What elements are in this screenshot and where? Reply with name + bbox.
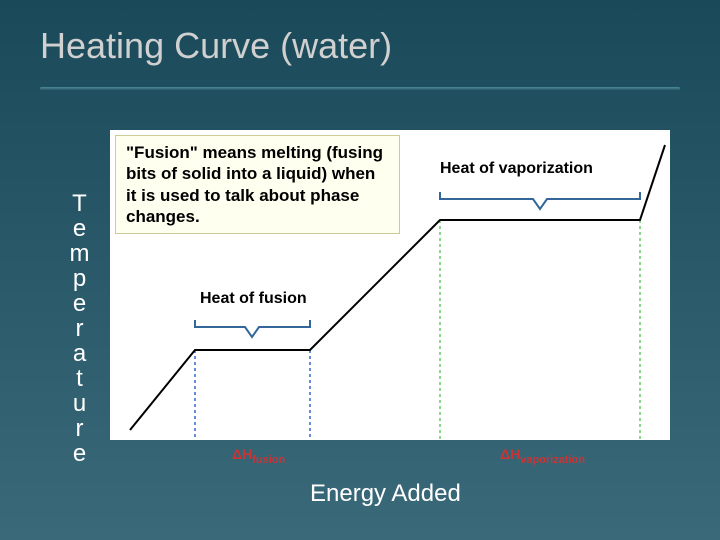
heat-of-vaporization-label: Heat of vaporization (440, 160, 593, 178)
fusion-bracket-icon (190, 315, 315, 345)
fusion-definition-callout: "Fusion" means melting (fusing bits of s… (115, 135, 400, 234)
delta-symbol: Δ (232, 446, 242, 462)
slide-title: Heating Curve (water) (0, 0, 720, 67)
delta-h-fusion-label: ΔHfusion (232, 446, 285, 466)
heat-of-fusion-label: Heat of fusion (200, 290, 307, 308)
y-axis-label: Temperature (65, 190, 93, 465)
vaporization-subscript: vaporization (520, 454, 585, 466)
delta-symbol: Δ (500, 446, 510, 462)
delta-h-vaporization-label: ΔHvaporization (500, 446, 585, 466)
vaporization-bracket-icon (435, 187, 645, 217)
heating-curve-chart: Temperature Energy Added "Fusion" means … (60, 130, 680, 500)
x-axis-label: Energy Added (310, 480, 461, 508)
fusion-subscript: fusion (252, 454, 285, 466)
title-divider (40, 87, 680, 90)
